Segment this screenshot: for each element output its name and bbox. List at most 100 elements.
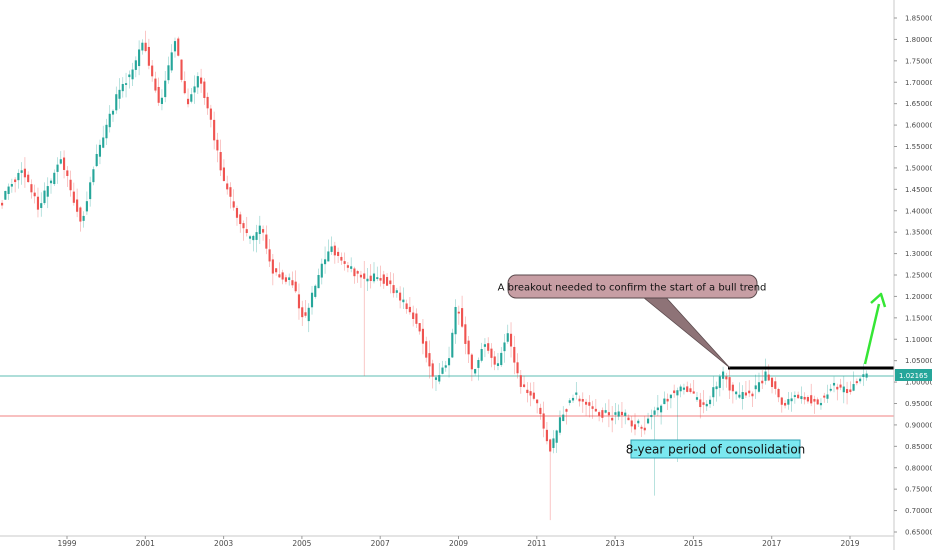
candle-down [36, 196, 40, 210]
candle-up [708, 399, 712, 405]
candle-up [248, 236, 252, 239]
candle-up [193, 86, 196, 93]
candle-down [1, 202, 4, 206]
candle-down [294, 281, 297, 292]
time-tick-label: 2001 [136, 539, 155, 548]
candle-up [764, 371, 767, 381]
candle-up [372, 273, 376, 282]
candle-up [160, 97, 163, 104]
candle-down [369, 275, 372, 282]
candle-down [751, 393, 754, 397]
candle-down [379, 278, 382, 281]
candle-up [444, 365, 447, 368]
time-tick-label: 2005 [292, 539, 311, 548]
candle-up [738, 394, 741, 398]
time-axis-ticks: 1999 2001 2003 2005 2007 2009 2011 2013 2015 2017… [57, 536, 860, 548]
consolidation-box-text: 8-year period of consolidation [626, 443, 806, 457]
candle-up [757, 382, 761, 392]
candle-down [777, 389, 780, 398]
candle-down [846, 389, 849, 394]
candle-down [836, 386, 839, 390]
candle-up [167, 65, 170, 81]
candle-up [95, 153, 98, 167]
candle-down [229, 187, 232, 197]
candle-up [310, 292, 314, 308]
candle-down [666, 398, 669, 402]
candle-up [255, 232, 258, 240]
candle-down [340, 256, 343, 261]
candle-up [682, 387, 685, 390]
candle-down [154, 78, 157, 91]
time-tick-label: 2009 [449, 539, 468, 548]
candle-down [63, 157, 66, 170]
candle-up [56, 164, 59, 172]
candle-down [382, 274, 385, 284]
candle-up [660, 405, 663, 413]
candle-down [268, 249, 271, 262]
candle-down [539, 407, 542, 415]
candle-down [14, 179, 17, 183]
candle-up [477, 360, 480, 368]
candle-down [157, 86, 160, 103]
candle-up [141, 42, 144, 51]
candle-down [72, 191, 75, 203]
candle-up [787, 399, 790, 405]
candle-up [852, 384, 855, 391]
candle-up [190, 94, 193, 102]
price-tick-label: 0.90000 [905, 421, 932, 429]
candle-up [46, 186, 49, 197]
candle-up [650, 415, 653, 418]
candle-down [428, 353, 431, 367]
candle-down [415, 313, 418, 324]
candle-down [565, 409, 568, 412]
candle-up [669, 394, 672, 399]
candle-up [862, 374, 865, 378]
candle-up [124, 83, 128, 85]
candle-up [108, 113, 111, 128]
candle-up [115, 94, 118, 111]
candle-down [297, 294, 301, 309]
candle-down [490, 348, 493, 358]
candle-down [803, 396, 806, 400]
candle-up [571, 397, 575, 401]
candle-down [598, 412, 601, 416]
candle-up [679, 386, 682, 392]
arrow-shaft [863, 303, 881, 365]
candle-down [23, 168, 26, 178]
time-tick-label: 2013 [606, 539, 625, 548]
candle-down [216, 139, 219, 151]
candle-up [575, 392, 578, 395]
candle-up [17, 172, 20, 181]
price-tick-label: 1.45000 [905, 186, 932, 194]
candle-down [461, 308, 464, 327]
candle-down [219, 152, 222, 171]
candle-down [549, 439, 552, 452]
callout-text: A breakout needed to confirm the start o… [498, 283, 767, 294]
candle-down [640, 426, 643, 429]
candle-down [545, 429, 548, 442]
candle-up [500, 352, 503, 366]
candle-up [562, 414, 565, 422]
time-tick-label: 2015 [684, 539, 703, 548]
candle-down [526, 389, 529, 394]
candle-up [754, 385, 757, 390]
candle-down [457, 311, 460, 314]
candle-down [235, 207, 239, 218]
candle-up [317, 275, 320, 289]
candle-down [177, 38, 180, 56]
candle-down [33, 192, 36, 197]
candle-down [271, 259, 274, 274]
candle-up [164, 80, 167, 98]
candle-up [330, 246, 333, 252]
candle-up [555, 430, 558, 443]
candle-down [284, 277, 287, 282]
candle-down [692, 391, 695, 394]
candle-down [519, 375, 522, 387]
candle-up [865, 373, 868, 378]
candle-up [790, 398, 793, 402]
price-tick-label: 0.65000 [905, 529, 932, 537]
candle-up [10, 184, 13, 187]
candle-down [66, 170, 69, 176]
candle-up [170, 52, 173, 71]
candle-down [823, 395, 826, 398]
